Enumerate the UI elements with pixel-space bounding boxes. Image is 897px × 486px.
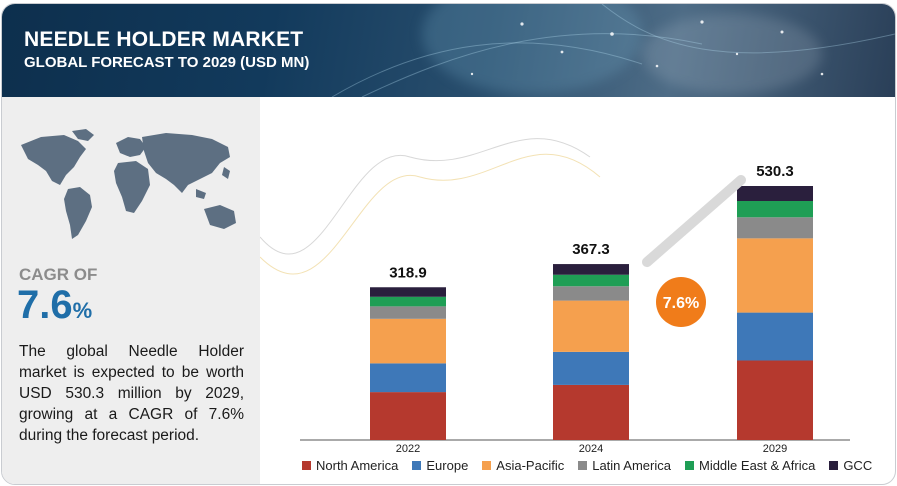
legend-item-asia-pacific: Asia-Pacific (482, 458, 564, 473)
bar-segment-2024-north-america (553, 384, 629, 440)
world-map-icon (21, 129, 236, 239)
x-tick-label-2024: 2024 (579, 443, 603, 452)
cagr-badge-label: 7.6% (663, 295, 699, 312)
x-tick-label-2022: 2022 (396, 443, 420, 452)
page-title: NEEDLE HOLDER MARKET (24, 28, 304, 51)
stacked-bar-chart: 318.9 2022 367.3 2024 530.3 2029 7.6% (260, 138, 850, 452)
legend-item-middle-east-africa: Middle East & Africa (684, 458, 816, 473)
x-tick-label-2029: 2029 (763, 443, 787, 452)
bar-segment-2022-north-america (370, 392, 446, 440)
bar-segment-2029-asia-pacific (737, 238, 813, 313)
bar-segment-2022-latin-america (370, 306, 446, 319)
legend-label: Asia-Pacific (496, 458, 565, 473)
total-label-2029: 530.3 (756, 163, 794, 180)
bar-segment-2029-latin-america (737, 217, 813, 239)
legend-label: Middle East & Africa (698, 458, 816, 473)
decorative-curve (260, 138, 591, 255)
header-decoration (331, 4, 895, 97)
market-description: The global Needle Holder market is expec… (19, 343, 244, 444)
bar-segment-2029-north-america (737, 360, 813, 440)
legend-swatch (302, 461, 311, 470)
legend-swatch (482, 461, 492, 470)
cagr-badge (656, 277, 706, 327)
legend-label: Europe (426, 458, 469, 473)
legend-swatch (684, 461, 694, 470)
bar-segment-2022-middle-east-africa (370, 296, 446, 307)
bar-segment-2024-latin-america (553, 286, 629, 301)
total-label-2024: 367.3 (572, 241, 610, 258)
cagr-unit: % (72, 298, 93, 323)
cagr-label: CAGR OF (19, 265, 98, 284)
legend-swatch (829, 461, 839, 470)
bar-segment-2024-middle-east-africa (553, 274, 629, 287)
bar-segment-2029-europe (737, 312, 813, 361)
bar-segment-2022-gcc (370, 287, 446, 297)
bar-segment-2024-asia-pacific (553, 300, 629, 352)
legend-label: North America (316, 458, 399, 473)
decorative-curve (260, 153, 601, 275)
legend-label: Latin America (592, 458, 671, 473)
legend-swatch (578, 461, 588, 470)
chart-legend: North America Europe Asia-Pacific Latin Ame… (302, 458, 895, 473)
summary-panel: CAGR OF 7.6% The global Needle Holder ma… (2, 97, 260, 484)
bar-segment-2022-asia-pacific (370, 318, 446, 364)
legend-item-europe: Europe (412, 458, 468, 473)
legend-item-gcc: GCC (829, 458, 872, 473)
cagr-number: 7.6 (17, 283, 73, 327)
page-subtitle: GLOBAL FORECAST TO 2029 (USD MN) (24, 54, 310, 71)
legend-swatch (412, 461, 422, 470)
infographic-frame: NEEDLE HOLDER MARKET GLOBAL FORECAST TO … (1, 3, 896, 485)
legend-label: GCC (843, 458, 873, 473)
bar-segment-2024-europe (553, 351, 629, 385)
total-label-2022: 318.9 (389, 264, 427, 281)
cagr-value: 7.6% (17, 283, 92, 328)
bar-segment-2022-europe (370, 363, 446, 393)
growth-arrow (642, 175, 746, 268)
bar-segment-2024-gcc (553, 264, 629, 275)
header-banner: NEEDLE HOLDER MARKET GLOBAL FORECAST TO … (2, 4, 895, 97)
legend-item-north-america: North America (302, 458, 398, 473)
bar-segment-2029-middle-east-africa (737, 200, 813, 218)
legend-item-latin-america: Latin America (578, 458, 671, 473)
bar-segment-2029-gcc (737, 186, 813, 201)
